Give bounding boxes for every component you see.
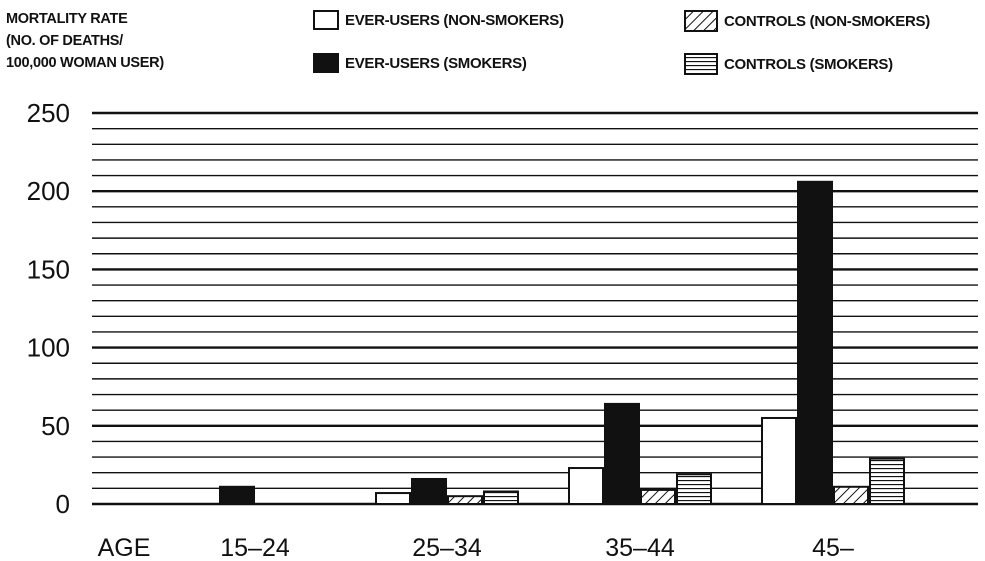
bar <box>375 492 411 506</box>
legend-item-controls-non-smokers: CONTROLS (NON-SMOKERS) <box>684 10 930 32</box>
x-category-label: 35–44 <box>605 534 675 561</box>
x-category-label: 45– <box>812 534 854 561</box>
y-tick-label: 150 <box>27 254 70 284</box>
y-axis-label: MORTALITY RATE (NO. OF DEATHS/ 100,000 W… <box>6 11 164 71</box>
bar <box>761 416 797 506</box>
legend-label: CONTROLS (SMOKERS) <box>724 55 893 73</box>
bar <box>447 495 483 505</box>
legend-label: CONTROLS (NON-SMOKERS) <box>724 12 930 30</box>
bar <box>604 402 640 505</box>
bar <box>640 488 676 506</box>
legend-swatch-white <box>313 10 339 30</box>
legend-label: EVER-USERS (NON-SMOKERS) <box>345 11 564 29</box>
bar <box>219 485 255 505</box>
bar <box>869 457 905 506</box>
bar <box>833 485 869 505</box>
legend-swatch-diagonal <box>684 10 718 32</box>
legend-swatch-horizontal <box>684 53 718 75</box>
x-category-label: 25–34 <box>412 534 482 561</box>
legend-label: EVER-USERS (SMOKERS) <box>345 54 527 72</box>
legend-item-ever-users-smokers: EVER-USERS (SMOKERS) <box>313 53 527 73</box>
grid-lines <box>92 111 978 506</box>
y-tick-label: 100 <box>27 333 70 363</box>
bar <box>797 180 833 505</box>
y-tick-label: 50 <box>41 411 70 441</box>
x-category-label: 15–24 <box>220 534 290 561</box>
legend-swatch-black <box>313 53 339 73</box>
y-axis-ticks: 0 50 100 150 200 250 <box>27 98 70 519</box>
x-axis-categories: AGE 15–24 25–34 35–44 45– <box>98 534 854 561</box>
y-tick-label: 200 <box>27 176 70 206</box>
bar <box>411 477 447 506</box>
y-tick-label: 250 <box>27 98 70 128</box>
y-tick-label: 0 <box>56 489 70 519</box>
bar <box>483 490 519 506</box>
legend-item-controls-smokers: CONTROLS (SMOKERS) <box>684 53 893 75</box>
legend-item-ever-users-non-smokers: EVER-USERS (NON-SMOKERS) <box>313 10 564 30</box>
bars <box>219 180 905 506</box>
x-axis-label: AGE <box>98 534 151 561</box>
bar <box>676 473 712 505</box>
bar <box>568 467 604 506</box>
